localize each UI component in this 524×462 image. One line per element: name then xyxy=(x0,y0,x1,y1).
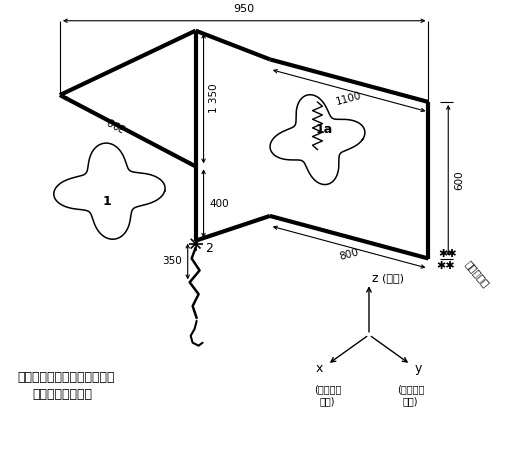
Text: 改造的支吊架形式: 改造的支吊架形式 xyxy=(32,388,92,401)
Text: x: x xyxy=(316,362,323,375)
Text: 1a: 1a xyxy=(316,123,333,136)
Text: (向上): (向上) xyxy=(382,274,404,283)
Text: (炉左指向: (炉左指向 xyxy=(314,384,341,395)
Text: 950: 950 xyxy=(234,4,255,14)
Text: 说明：云图中为此位置加装、: 说明：云图中为此位置加装、 xyxy=(17,371,115,384)
Text: 炉右): 炉右) xyxy=(320,396,335,406)
Text: 锅炉): 锅炉) xyxy=(403,396,418,406)
Text: ✱✱: ✱✱ xyxy=(439,249,457,259)
Text: 600: 600 xyxy=(454,170,464,190)
Text: 1100: 1100 xyxy=(335,90,363,107)
Text: 400: 400 xyxy=(210,199,229,208)
Text: 350: 350 xyxy=(162,256,182,267)
Text: 300: 300 xyxy=(105,114,127,132)
Text: 1 350: 1 350 xyxy=(209,84,219,113)
Text: 2: 2 xyxy=(205,242,213,255)
Text: z: z xyxy=(372,272,378,285)
Text: ✱✱: ✱✱ xyxy=(436,261,455,272)
Text: 1: 1 xyxy=(102,195,111,207)
Text: 800: 800 xyxy=(339,248,360,262)
Text: (汽机指向: (汽机指向 xyxy=(397,384,424,395)
Text: y: y xyxy=(415,362,422,375)
Text: 主蒸汽管道: 主蒸汽管道 xyxy=(463,258,491,289)
